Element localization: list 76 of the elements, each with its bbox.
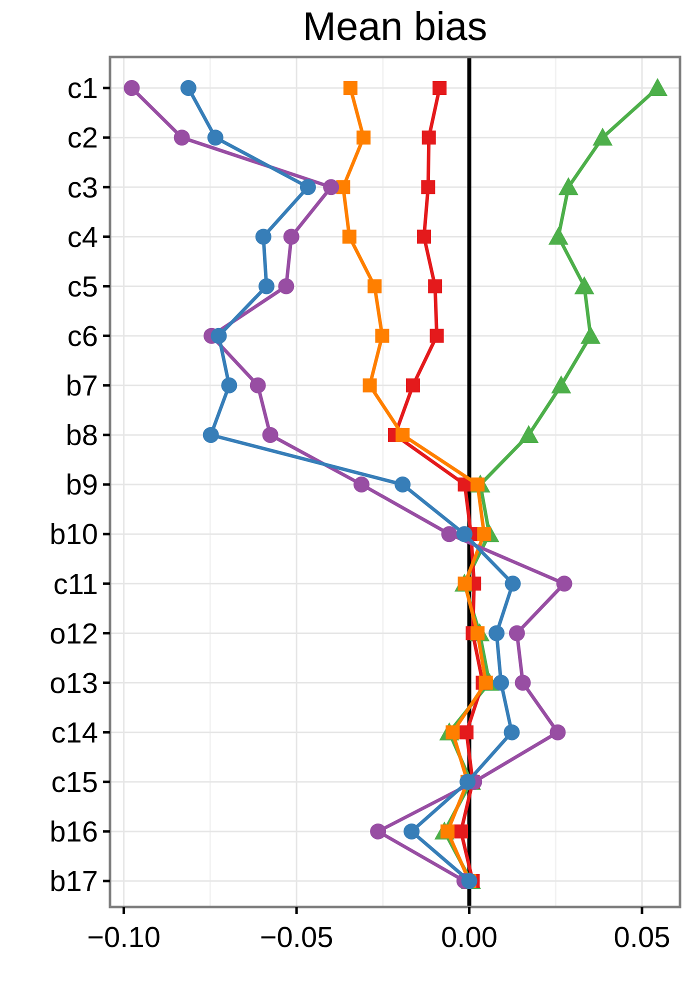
point [343, 81, 358, 95]
y-tick-label: c2 [67, 122, 98, 155]
point [432, 81, 447, 95]
point [454, 824, 468, 838]
x-tick-label: 0.00 [441, 922, 498, 954]
y-tick-label: b17 [50, 866, 98, 898]
y-tick-label: c15 [51, 767, 98, 800]
point [370, 823, 386, 840]
point [353, 476, 370, 492]
point [207, 130, 224, 146]
point [460, 725, 474, 740]
y-tick-label: b8 [66, 420, 98, 452]
point [574, 276, 594, 294]
point [406, 378, 420, 392]
point [258, 278, 274, 294]
point [180, 80, 196, 96]
point [493, 674, 510, 691]
point [430, 328, 444, 343]
x-tick-label: −0.10 [87, 922, 161, 954]
point [362, 378, 377, 392]
y-tick-label: b9 [66, 470, 98, 502]
point [548, 226, 568, 245]
point [648, 78, 668, 96]
point [551, 375, 572, 394]
y-tick-label: o12 [50, 618, 98, 650]
x-tick-label: 0.05 [614, 922, 670, 954]
point [428, 279, 442, 294]
point [508, 625, 525, 642]
point [342, 230, 356, 244]
y-tick-label: b16 [50, 816, 98, 849]
point [504, 724, 520, 740]
point [514, 674, 531, 691]
point [255, 228, 272, 245]
chart-title: Mean bias [302, 5, 488, 49]
y-tick-label: c11 [53, 568, 98, 601]
point [368, 279, 382, 294]
y-tick-label: c1 [67, 73, 98, 106]
point [221, 377, 238, 394]
point [210, 328, 227, 344]
y-tick-label: o13 [50, 668, 98, 700]
y-tick-label: c6 [67, 320, 98, 353]
point [283, 228, 300, 245]
point [124, 80, 140, 96]
y-tick-label: c14 [51, 717, 98, 750]
point [421, 180, 436, 194]
point [550, 724, 566, 740]
point [488, 625, 505, 642]
y-tick-label: c3 [67, 172, 98, 204]
point [580, 326, 601, 344]
point [558, 177, 578, 196]
point [417, 230, 432, 244]
y-tick-label: b7 [66, 370, 98, 403]
point [300, 179, 316, 196]
point [441, 526, 458, 542]
point [250, 377, 266, 394]
point [202, 426, 219, 443]
point [323, 179, 340, 196]
x-tick-label: −0.05 [260, 922, 334, 954]
point [174, 130, 190, 146]
point [262, 426, 278, 443]
y-tick-label: b10 [50, 519, 98, 552]
point [518, 424, 539, 443]
point [394, 476, 411, 492]
point [356, 130, 371, 145]
point [556, 576, 572, 592]
point [396, 428, 410, 442]
point [456, 526, 472, 542]
point [375, 328, 390, 343]
point [592, 128, 613, 146]
y-tick-label: c4 [67, 222, 98, 254]
point [478, 676, 493, 690]
point [504, 576, 521, 592]
point [278, 278, 294, 294]
y-tick-label: c5 [67, 271, 98, 304]
point [422, 130, 436, 145]
point [404, 823, 420, 840]
